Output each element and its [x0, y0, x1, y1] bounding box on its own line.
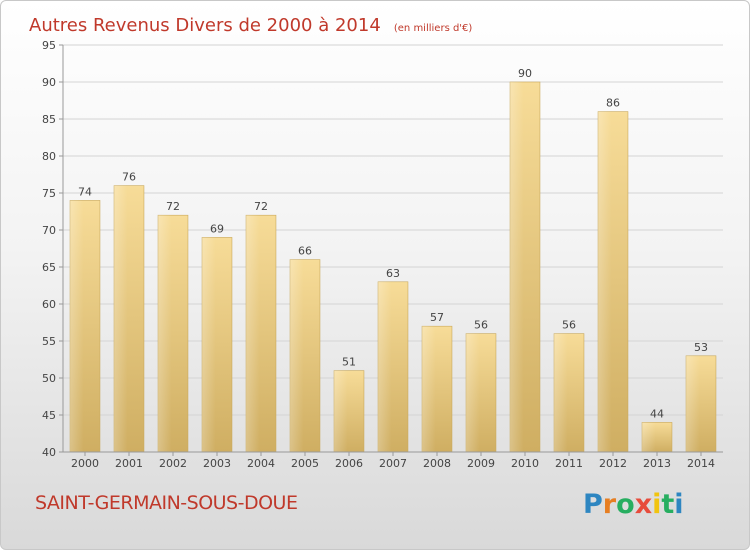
x-tick-label: 2011: [555, 457, 583, 470]
y-tick-label: 60: [42, 298, 56, 311]
x-tick-label: 2001: [115, 457, 143, 470]
value-label: 53: [694, 341, 708, 354]
logo-letter: t: [661, 489, 675, 520]
bar-highlight: [510, 82, 524, 452]
x-tick-label: 2014: [687, 457, 715, 470]
value-label: 76: [122, 171, 136, 184]
value-label: 90: [518, 67, 532, 80]
x-tick-label: 2010: [511, 457, 539, 470]
bar-highlight: [378, 281, 392, 452]
value-label: 72: [166, 200, 180, 213]
y-tick-label: 95: [42, 39, 56, 52]
x-tick-label: 2004: [247, 457, 275, 470]
logo-letter: i: [652, 489, 662, 520]
value-label: 56: [562, 319, 576, 332]
logo-letter: i: [674, 489, 684, 520]
value-label: 63: [386, 267, 400, 280]
value-label: 66: [298, 245, 312, 258]
proxiti-logo: Proxiti: [583, 489, 684, 520]
y-tick-label: 45: [42, 409, 56, 422]
value-label: 51: [342, 356, 356, 369]
y-tick-label: 75: [42, 187, 56, 200]
x-tick-label: 2002: [159, 457, 187, 470]
x-tick-label: 2006: [335, 457, 363, 470]
bar-highlight: [466, 333, 480, 452]
value-label: 74: [78, 185, 92, 198]
y-tick-label: 80: [42, 150, 56, 163]
x-tick-label: 2012: [599, 457, 627, 470]
value-label: 56: [474, 319, 488, 332]
bar-highlight: [246, 215, 260, 452]
logo-letter: P: [583, 489, 603, 520]
x-tick-label: 2000: [71, 457, 99, 470]
x-tick-label: 2013: [643, 457, 671, 470]
x-tick-label: 2007: [379, 457, 407, 470]
bar-layer: [69, 81, 717, 453]
bar-highlight: [598, 111, 612, 452]
value-label: 86: [606, 97, 620, 110]
chart-title: Autres Revenus Divers de 2000 à 2014 (en…: [29, 15, 472, 36]
bar-highlight: [422, 326, 436, 452]
value-label: 69: [210, 222, 224, 235]
y-tick-label: 70: [42, 224, 56, 237]
axis-layer: 40 45 50 55 60 65 70 75 80 85 90 95 2000 2001 2002 2003…: [42, 39, 723, 470]
bar-highlight: [554, 333, 568, 452]
x-tick-label: 2008: [423, 457, 451, 470]
bar-highlight: [334, 370, 348, 452]
bar-highlight: [290, 259, 304, 452]
chart-title-main: Autres Revenus Divers de 2000 à 2014: [29, 15, 381, 36]
x-tick-label: 2003: [203, 457, 231, 470]
logo-letter: o: [616, 489, 635, 520]
logo-letter: r: [602, 489, 617, 520]
label-layer: 74 76 72 69 72 66 51 63 57 56 90 56 86 44 53: [78, 67, 708, 420]
value-label: 72: [254, 200, 268, 213]
value-label: 57: [430, 311, 444, 324]
bar-highlight: [158, 215, 172, 452]
y-tick-label: 65: [42, 261, 56, 274]
x-tick-label: 2005: [291, 457, 319, 470]
x-tick-label: 2009: [467, 457, 495, 470]
bar-highlight: [114, 185, 128, 452]
y-tick-label: 40: [42, 446, 56, 459]
y-tick-label: 55: [42, 335, 56, 348]
bar-highlight: [642, 422, 656, 452]
y-tick-label: 50: [42, 372, 56, 385]
bar-highlight: [686, 355, 700, 452]
y-tick-label: 85: [42, 113, 56, 126]
bar-highlight: [70, 200, 84, 452]
logo-letter: x: [634, 489, 653, 520]
value-label: 44: [650, 407, 664, 420]
commune-name: SAINT-GERMAIN-SOUS-DOUE: [35, 492, 298, 514]
bar-highlight: [202, 237, 216, 452]
chart-subtitle: (en milliers d'€): [394, 23, 473, 34]
y-tick-label: 90: [42, 76, 56, 89]
